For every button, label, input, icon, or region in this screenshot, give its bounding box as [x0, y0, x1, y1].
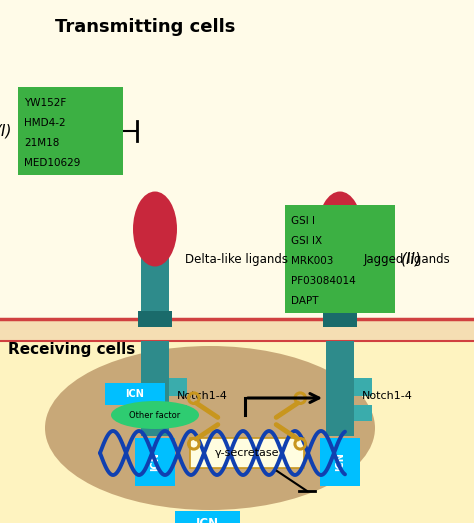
Text: YW152F: YW152F	[24, 98, 66, 108]
Text: Transmitting cells: Transmitting cells	[55, 18, 236, 36]
Text: Jagged ligands: Jagged ligands	[364, 253, 451, 266]
Text: 21M18: 21M18	[24, 138, 59, 148]
Text: (II): (II)	[401, 252, 422, 267]
Bar	[150, 289, 160, 319]
Text: ICN: ICN	[150, 452, 160, 471]
Bar	[141, 204, 169, 324]
Bar	[138, 311, 172, 327]
Text: GSI I: GSI I	[291, 216, 315, 226]
Text: Notch1-4: Notch1-4	[177, 391, 228, 401]
Bar	[105, 383, 165, 405]
Text: DAPT: DAPT	[291, 296, 319, 306]
Text: γ-secretase: γ-secretase	[215, 448, 279, 458]
FancyBboxPatch shape	[190, 438, 304, 468]
Bar	[320, 438, 360, 486]
Bar	[135, 438, 175, 486]
Text: ICN: ICN	[196, 517, 219, 523]
Ellipse shape	[111, 401, 199, 429]
Bar	[169, 378, 187, 396]
Text: ICN: ICN	[335, 452, 345, 471]
Text: Notch1-4: Notch1-4	[362, 391, 413, 401]
Bar	[335, 289, 345, 319]
Bar	[0, 330, 474, 523]
Bar	[354, 405, 372, 421]
Text: PF03084014: PF03084014	[291, 276, 356, 286]
Bar	[285, 205, 395, 313]
Bar	[0, 0, 474, 330]
Text: Receiving cells: Receiving cells	[8, 342, 135, 357]
Bar	[326, 204, 354, 324]
Ellipse shape	[133, 191, 177, 267]
Bar	[354, 378, 372, 396]
Text: GSI IX: GSI IX	[291, 236, 322, 246]
Bar	[175, 511, 240, 523]
Bar	[326, 341, 354, 436]
Bar	[169, 405, 187, 421]
Text: MRK003: MRK003	[291, 256, 333, 266]
Text: Other factor: Other factor	[129, 411, 181, 419]
Ellipse shape	[45, 346, 375, 510]
Bar	[323, 311, 357, 327]
Bar	[18, 87, 123, 175]
Text: HMD4-2: HMD4-2	[24, 118, 65, 128]
Bar	[141, 341, 169, 436]
Bar	[0, 319, 474, 341]
Text: (I): (I)	[0, 123, 12, 139]
Text: MED10629: MED10629	[24, 158, 81, 168]
Text: ICN: ICN	[126, 389, 145, 399]
Text: Delta-like ligands: Delta-like ligands	[185, 253, 288, 266]
Ellipse shape	[318, 191, 362, 267]
